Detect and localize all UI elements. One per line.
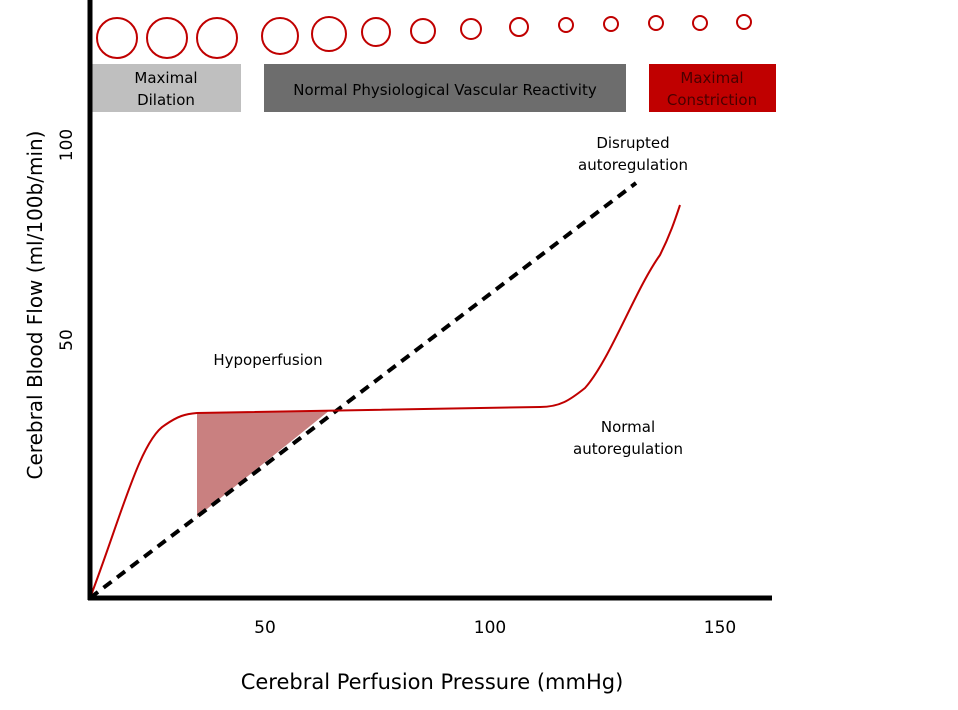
annotation: Hypoperfusion bbox=[213, 351, 322, 369]
x-axis-label: Cerebral Perfusion Pressure (mmHg) bbox=[241, 670, 624, 694]
box-normal bbox=[264, 64, 626, 112]
y-axis-label: Cerebral Blood Flow (ml/100b/min) bbox=[23, 131, 47, 480]
box-dilation bbox=[92, 64, 241, 112]
normal-curve bbox=[89, 204, 681, 599]
disrupted-line bbox=[88, 181, 638, 600]
box-label: Constriction bbox=[667, 91, 757, 109]
x-tick-label: 100 bbox=[474, 618, 506, 638]
box-label: Maximal bbox=[134, 69, 197, 87]
box-label: Dilation bbox=[137, 91, 195, 109]
vessel-circles bbox=[96, 14, 752, 59]
annotation: autoregulation bbox=[578, 156, 688, 174]
x-tick-label: 50 bbox=[254, 618, 276, 638]
box-label: Maximal bbox=[680, 69, 743, 87]
annotation: Normal bbox=[601, 418, 655, 436]
annotation: autoregulation bbox=[573, 440, 683, 458]
y-tick-label: 100 bbox=[57, 129, 77, 161]
box-constriction bbox=[649, 64, 776, 112]
y-tick-label: 50 bbox=[57, 329, 77, 351]
x-tick-label: 150 bbox=[704, 618, 736, 638]
annotation: Disrupted bbox=[596, 134, 669, 152]
box-label: Normal Physiological Vascular Reactivity bbox=[293, 81, 597, 99]
